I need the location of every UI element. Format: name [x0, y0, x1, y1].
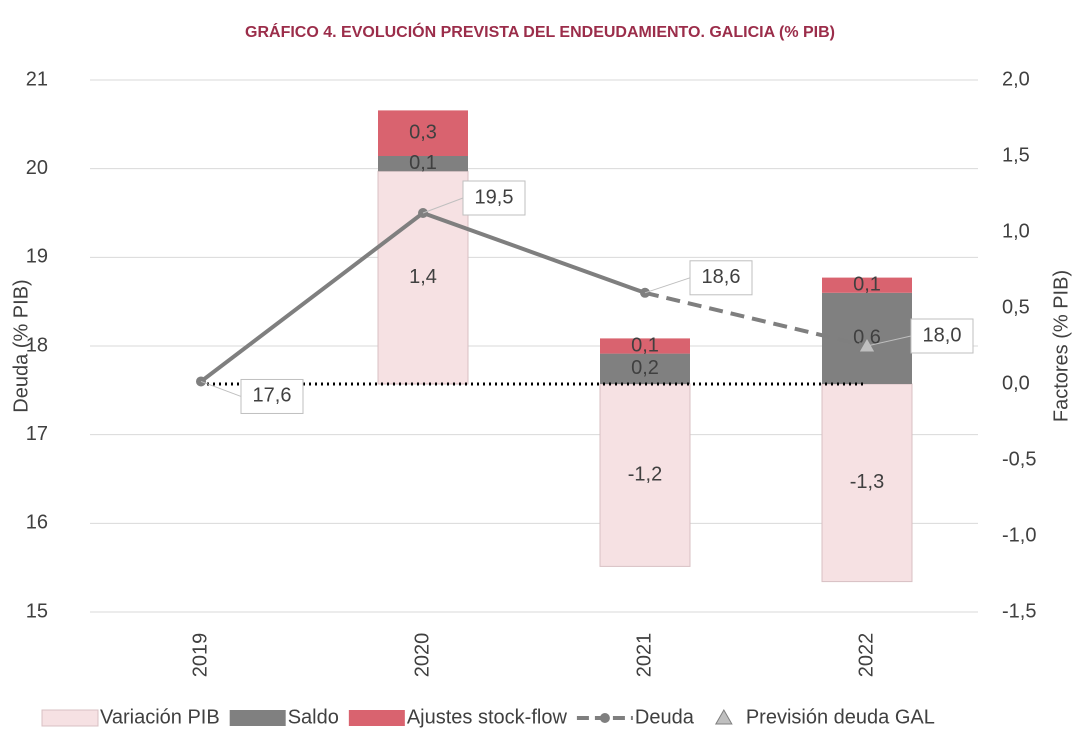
- y-tick-label: 20: [26, 157, 48, 179]
- y-tick-label: 18: [26, 334, 48, 356]
- y-tick-label: 16: [26, 512, 48, 534]
- y-axis-label: Deuda (% PIB): [10, 279, 32, 412]
- label-box: [689, 260, 753, 296]
- legend-label: Deuda: [635, 706, 695, 728]
- y-tick-label: 19: [26, 246, 48, 268]
- legend-swatch: [41, 709, 99, 727]
- legend-label: Ajustes stock-flow: [407, 706, 568, 728]
- y2-tick-label: -0,5: [1002, 448, 1036, 470]
- callout: [644, 277, 691, 294]
- bar: [600, 353, 690, 384]
- callout: [866, 335, 912, 347]
- legend-swatch: [714, 708, 733, 725]
- data-label: 19,5: [475, 186, 514, 208]
- x-tick-label: 2019: [189, 633, 211, 678]
- label-box: [462, 180, 526, 216]
- label-box: [240, 378, 304, 414]
- legend-swatch: [599, 713, 610, 723]
- y2-tick-label: 1,5: [1002, 144, 1030, 166]
- line-forecast: [644, 290, 868, 348]
- y2-tick-label: 0,0: [1002, 372, 1030, 394]
- y-tick-label: 21: [26, 68, 48, 90]
- bar: [599, 383, 691, 567]
- data-label: 0,1: [409, 152, 437, 174]
- data-label: 0,3: [409, 121, 437, 143]
- data-label: 18,6: [702, 266, 741, 288]
- y2-axis-label: Factores (% PIB): [1050, 270, 1072, 422]
- legend-label: Saldo: [288, 706, 339, 728]
- x-tick-label: 2021: [633, 633, 655, 678]
- bar: [822, 277, 912, 293]
- label-box: [910, 318, 974, 354]
- y-tick-label: 17: [26, 423, 48, 445]
- bar: [600, 338, 690, 354]
- y2-tick-label: -1,5: [1002, 600, 1036, 622]
- data-label: 1,4: [409, 266, 437, 288]
- x-tick-label: 2022: [855, 633, 877, 678]
- data-label: 18,0: [923, 324, 962, 346]
- y-tick-label: 15: [26, 600, 48, 622]
- legend-label: Variación PIB: [100, 706, 220, 728]
- bar: [821, 383, 913, 583]
- legend-label: Previsión deuda GAL: [746, 706, 935, 728]
- y2-tick-label: -1,0: [1002, 524, 1036, 546]
- x-tick-label: 2020: [411, 633, 433, 678]
- data-label: 0,2: [631, 357, 659, 379]
- data-label: 17,6: [253, 385, 292, 407]
- data-label: -1,3: [850, 471, 884, 493]
- data-label: 0,1: [631, 334, 659, 356]
- callout: [200, 380, 242, 397]
- legend-swatch: [348, 710, 405, 726]
- chart-title: GRÁFICO 4. EVOLUCIÓN PREVISTA DEL ENDEUD…: [245, 22, 835, 41]
- data-label: -1,2: [628, 463, 662, 485]
- bar: [378, 110, 468, 156]
- legend-swatch: [229, 710, 286, 726]
- y2-tick-label: 2,0: [1002, 68, 1030, 90]
- callout: [422, 197, 464, 214]
- y2-tick-label: 1,0: [1002, 220, 1030, 242]
- bar: [378, 156, 468, 172]
- y2-tick-label: 0,5: [1002, 296, 1030, 318]
- data-label: 0,1: [853, 273, 881, 295]
